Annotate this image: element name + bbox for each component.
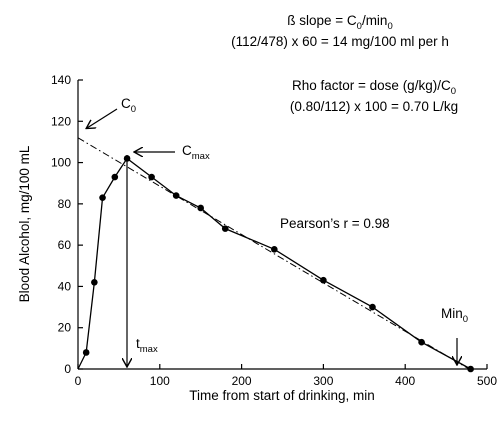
- x-tick-label: 200: [232, 374, 252, 388]
- data-point: [91, 279, 98, 286]
- pearson-label: Pearson’s r = 0.98: [280, 216, 390, 231]
- x-tick-label: 100: [150, 374, 170, 388]
- data-point: [467, 365, 474, 373]
- series-group: [77, 137, 474, 373]
- x-ticks: 0 100 200 300 400 500: [75, 364, 497, 388]
- y-tick-label: 60: [58, 238, 72, 252]
- data-point: [369, 303, 376, 311]
- y-tick-label: 120: [51, 114, 71, 128]
- x-axis-title: Time from start of drinking, min: [189, 388, 375, 403]
- y-axis-title: Blood Alcohol, mg/100 mL: [17, 145, 32, 302]
- min0-label: Min0: [441, 306, 468, 325]
- data-point: [418, 338, 425, 346]
- x-tick-label: 0: [75, 374, 82, 388]
- y-tick-label: 80: [58, 197, 72, 211]
- plot-frame: [77, 80, 487, 370]
- x-tick-label: 400: [395, 374, 415, 388]
- y-tick-label: 40: [58, 279, 72, 293]
- rho-formula-line1: Rho factor = dose (g/kg)/C0: [292, 78, 456, 97]
- y-ticks: 0 20 40 60 80 100 120 140: [51, 73, 83, 376]
- data-point: [82, 349, 90, 356]
- c0-label: C0: [121, 96, 136, 115]
- beta-formula-line2: (112/478) x 60 = 14 mg/100 ml per h: [231, 34, 449, 49]
- x-tick-label: 500: [477, 374, 497, 388]
- y-tick-label: 0: [64, 362, 71, 376]
- regression-line: [77, 137, 470, 370]
- c0-arrow: [87, 108, 118, 128]
- data-point: [99, 194, 106, 201]
- y-tick-label: 140: [51, 73, 71, 87]
- tmax-label: tmax: [136, 336, 158, 355]
- beta-formula-line1: ß slope = C0/min0: [287, 13, 393, 32]
- data-point: [172, 192, 180, 199]
- data-point: [197, 204, 204, 212]
- cmax-label: Cmax: [182, 143, 210, 162]
- data-point: [271, 245, 278, 253]
- x-tick-label: 300: [313, 374, 333, 388]
- data-point: [221, 225, 229, 232]
- rho-formula-line2: (0.80/112) x 100 = 0.70 L/kg: [290, 99, 458, 114]
- data-point: [320, 276, 327, 284]
- data-point: [111, 173, 119, 181]
- data-point: [148, 173, 155, 181]
- y-tick-label: 100: [51, 156, 71, 170]
- y-tick-label: 20: [58, 321, 72, 335]
